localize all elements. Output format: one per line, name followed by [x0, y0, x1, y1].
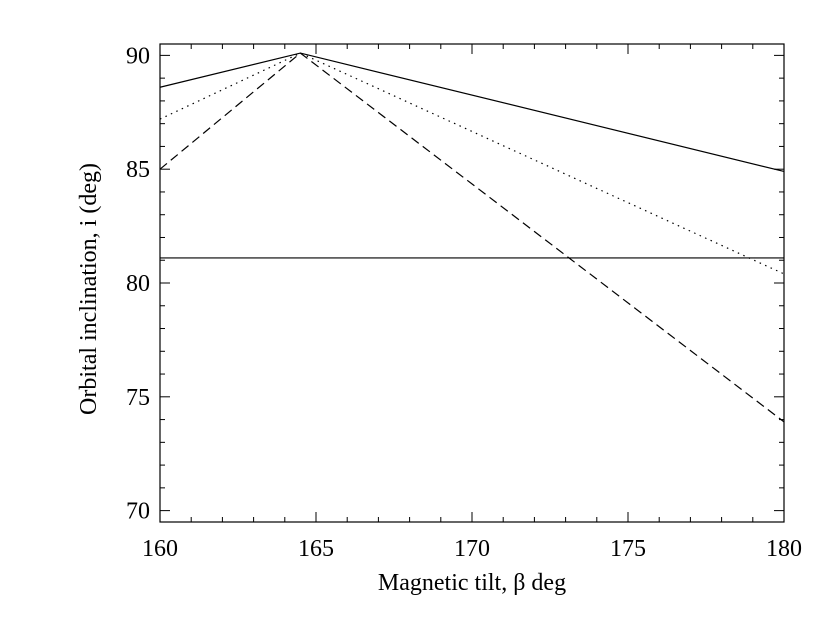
- series-line-dashed-3: [159, 52, 785, 423]
- series-line-dotted-2: [159, 52, 785, 275]
- x-tick-label: 175: [610, 536, 646, 562]
- x-tick-labels: 160 165 170 175 180: [142, 536, 802, 562]
- y-tick-label: 70: [126, 499, 150, 525]
- y-tick-label: 85: [126, 157, 150, 183]
- y-tick-label: 90: [126, 43, 150, 69]
- x-tick-label: 165: [298, 536, 334, 562]
- y-tick-labels: 70 75 80 85 90: [126, 43, 150, 524]
- x-tick-label: 180: [766, 536, 802, 562]
- series-layer: [159, 52, 785, 423]
- series-line-solid-1: [159, 52, 785, 173]
- x-axis-label: Magnetic tilt, β deg: [378, 570, 566, 596]
- x-tick-label: 170: [454, 536, 490, 562]
- x-tick-label: 160: [142, 536, 178, 562]
- y-tick-label: 80: [126, 271, 150, 297]
- y-axis-label: Orbital inclination, i (deg): [76, 163, 102, 415]
- y-tick-label: 75: [126, 385, 150, 411]
- plot-frame: [159, 43, 785, 523]
- axis-ticks: [159, 44, 785, 522]
